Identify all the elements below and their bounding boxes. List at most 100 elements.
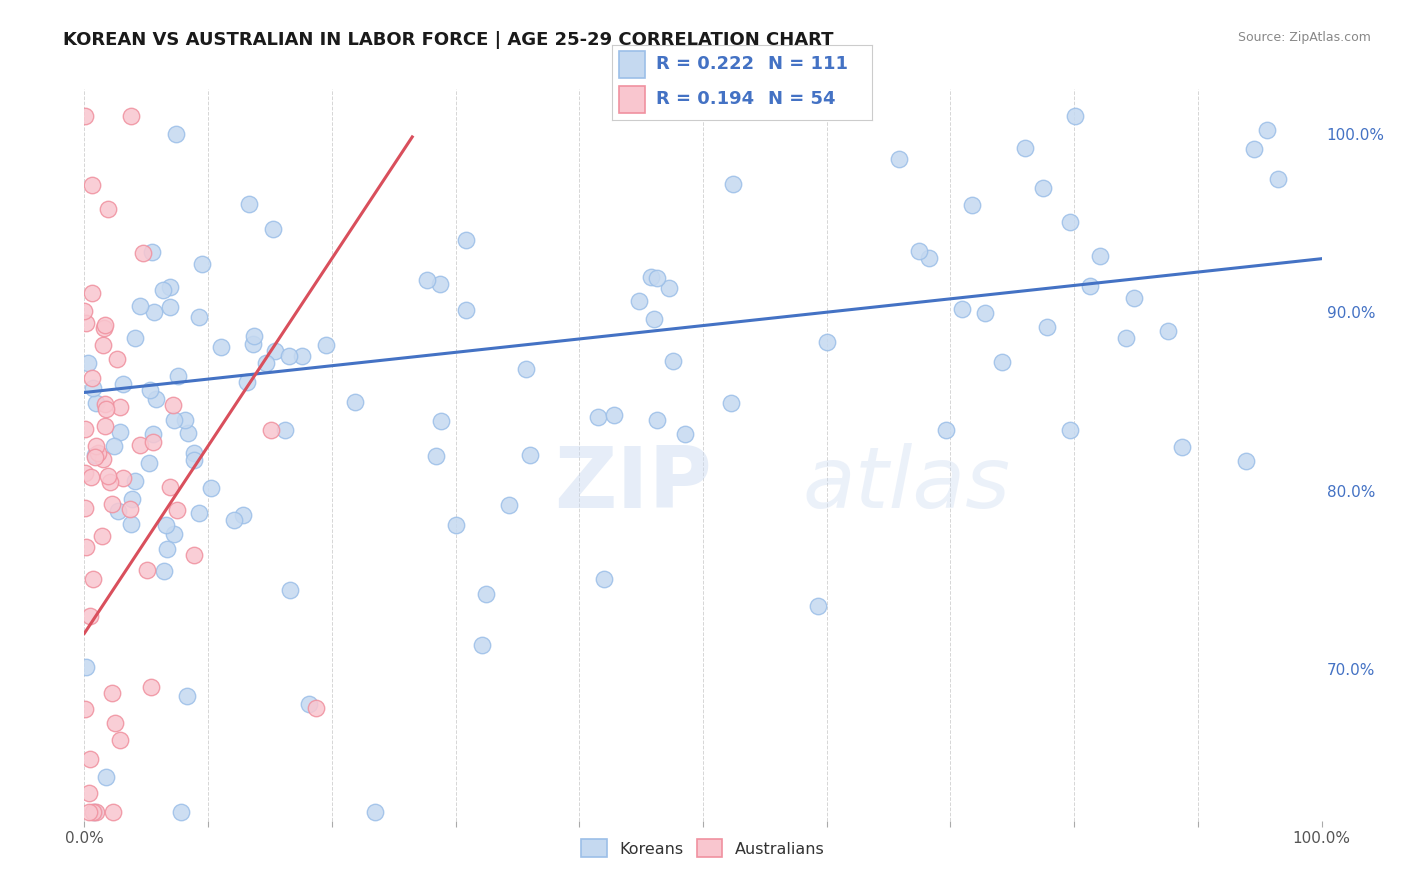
- Point: [77, 356, 100, 370]
- Point: [94, 397, 117, 411]
- Point: [640, 269, 662, 284]
- Legend: Koreans, Australians: Koreans, Australians: [575, 832, 831, 863]
- Point: [98, 475, 121, 490]
- Point: [111, 471, 134, 485]
- Point: [159, 280, 181, 294]
- Point: [187, 310, 209, 324]
- Point: [675, 427, 697, 442]
- Text: R = 0.222: R = 0.222: [655, 55, 754, 73]
- Point: [586, 409, 609, 424]
- Point: [145, 392, 167, 406]
- Text: ZIP: ZIP: [554, 442, 713, 525]
- Point: [129, 300, 152, 314]
- Point: [950, 301, 973, 316]
- Point: [82, 381, 104, 395]
- Point: [73, 467, 96, 481]
- Point: [429, 277, 451, 292]
- Point: [159, 300, 181, 314]
- Point: [73, 421, 96, 435]
- Point: [232, 508, 254, 522]
- FancyBboxPatch shape: [620, 51, 645, 78]
- Point: [153, 564, 176, 578]
- Point: [222, 513, 245, 527]
- Point: [79, 751, 101, 765]
- Point: [170, 805, 193, 819]
- Point: [471, 638, 494, 652]
- Point: [1036, 319, 1059, 334]
- Point: [108, 425, 131, 439]
- Point: [162, 398, 184, 412]
- Point: [1157, 324, 1180, 338]
- Point: [593, 572, 616, 586]
- Point: [80, 371, 103, 385]
- Point: [1267, 172, 1289, 186]
- Point: [128, 437, 150, 451]
- Point: [141, 245, 163, 260]
- Point: [75, 660, 97, 674]
- Point: [200, 481, 222, 495]
- Point: [176, 689, 198, 703]
- Point: [278, 349, 301, 363]
- Point: [1059, 423, 1081, 437]
- Point: [647, 413, 669, 427]
- Point: [107, 504, 129, 518]
- Point: [183, 446, 205, 460]
- Point: [643, 312, 665, 326]
- Point: [960, 198, 983, 212]
- Point: [166, 503, 188, 517]
- Point: [77, 805, 100, 819]
- Point: [456, 233, 478, 247]
- Point: [1090, 249, 1112, 263]
- Point: [104, 715, 127, 730]
- Point: [176, 425, 198, 440]
- Point: [1014, 141, 1036, 155]
- Point: [1063, 109, 1085, 123]
- Point: [101, 497, 124, 511]
- Text: N = 111: N = 111: [768, 55, 848, 73]
- Point: [132, 246, 155, 260]
- Point: [242, 329, 264, 343]
- Point: [91, 338, 114, 352]
- Point: [1123, 291, 1146, 305]
- Point: [1032, 181, 1054, 195]
- Point: [152, 283, 174, 297]
- Point: [142, 304, 165, 318]
- Point: [238, 197, 260, 211]
- Point: [139, 383, 162, 397]
- Point: [79, 609, 101, 624]
- Point: [254, 356, 277, 370]
- Point: [124, 474, 146, 488]
- Point: [191, 256, 214, 270]
- Point: [79, 786, 101, 800]
- Point: [165, 127, 187, 141]
- Point: [73, 303, 96, 318]
- Point: [242, 336, 264, 351]
- Point: [159, 481, 181, 495]
- Point: [108, 733, 131, 747]
- Point: [498, 498, 520, 512]
- Point: [86, 445, 108, 459]
- Point: [121, 491, 143, 506]
- Point: [82, 805, 104, 819]
- Point: [262, 221, 284, 235]
- Point: [974, 306, 997, 320]
- Point: [97, 202, 120, 217]
- Point: [259, 423, 281, 437]
- Point: [425, 449, 447, 463]
- Point: [163, 527, 186, 541]
- Point: [167, 369, 190, 384]
- Point: [84, 396, 107, 410]
- Point: [991, 355, 1014, 369]
- Point: [645, 271, 668, 285]
- Point: [90, 529, 112, 543]
- Point: [73, 500, 96, 515]
- Point: [112, 377, 135, 392]
- Point: [1114, 331, 1136, 345]
- Point: [602, 408, 624, 422]
- Point: [456, 302, 478, 317]
- Point: [101, 686, 124, 700]
- Point: [364, 805, 387, 819]
- Point: [75, 316, 97, 330]
- Point: [280, 583, 302, 598]
- Point: [815, 334, 838, 349]
